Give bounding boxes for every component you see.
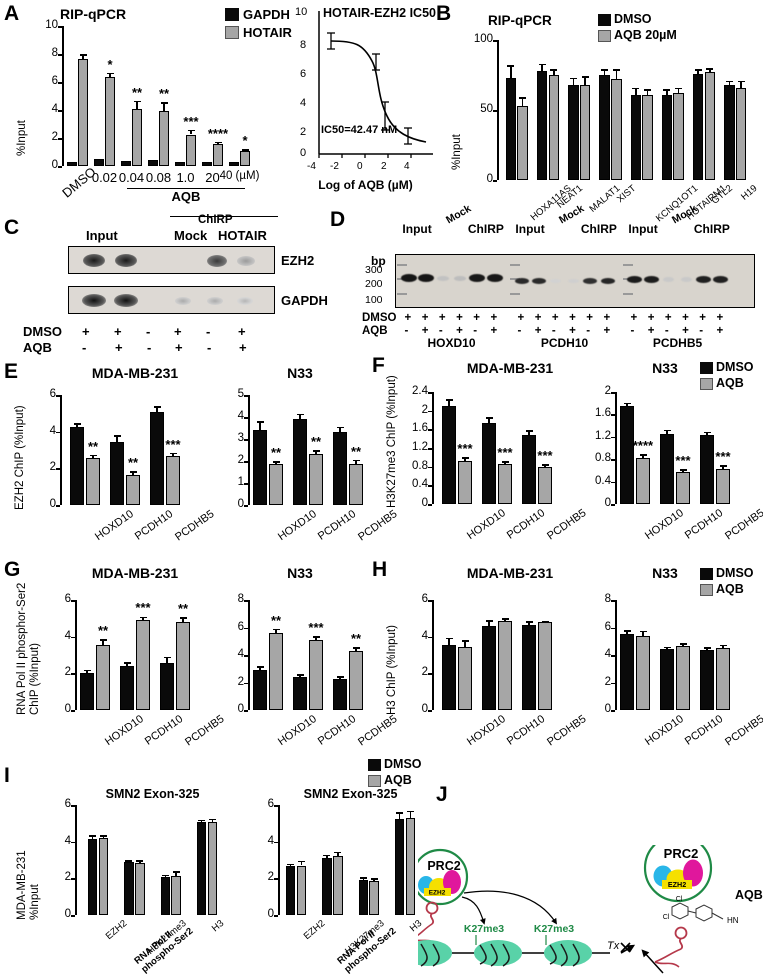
svg-text:Cl: Cl (676, 896, 683, 903)
svg-text:Cl: Cl (663, 914, 670, 921)
svg-text:Tx: Tx (607, 940, 620, 952)
svg-text:PRC2: PRC2 (427, 859, 460, 873)
svg-text:PRC2: PRC2 (664, 846, 699, 861)
svg-text:EZH2: EZH2 (429, 890, 446, 897)
svg-text:K27me3: K27me3 (534, 923, 574, 935)
svg-text:HN: HN (727, 916, 739, 925)
svg-text:EZH2: EZH2 (668, 880, 686, 889)
svg-text:K27me3: K27me3 (464, 923, 504, 935)
svg-text:AQB: AQB (735, 888, 763, 902)
